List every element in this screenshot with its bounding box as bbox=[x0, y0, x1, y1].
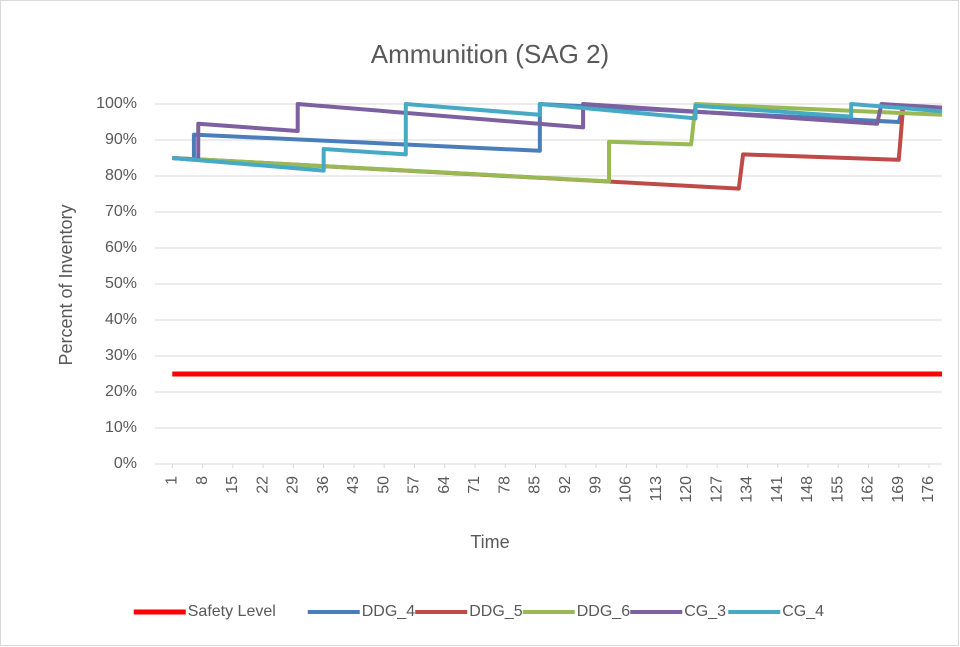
y-tick-label: 30% bbox=[105, 347, 137, 364]
x-tick-label: 92 bbox=[557, 476, 574, 494]
y-tick-label: 70% bbox=[105, 203, 137, 220]
x-tick-label: 29 bbox=[285, 476, 302, 494]
x-tick-label: 57 bbox=[406, 476, 423, 494]
series-line bbox=[172, 102, 943, 173]
x-tick-label: 8 bbox=[194, 476, 211, 485]
x-tick-label: 43 bbox=[345, 476, 362, 494]
x-tick-label: 85 bbox=[527, 476, 544, 494]
legend-label: CG_4 bbox=[782, 603, 824, 620]
x-tick-label: 162 bbox=[860, 476, 877, 503]
y-tick-label: 0% bbox=[114, 455, 137, 472]
x-tick-label: 78 bbox=[496, 476, 513, 494]
y-tick-label: 100% bbox=[96, 95, 137, 112]
series-line bbox=[172, 102, 943, 184]
x-tick-label: 64 bbox=[436, 476, 453, 494]
y-axis-label: Percent of Inventory bbox=[56, 204, 76, 365]
legend-label: DDG_5 bbox=[469, 603, 522, 620]
legend-label: DDG_4 bbox=[362, 603, 415, 620]
x-tick-label: 176 bbox=[920, 476, 937, 503]
series-line bbox=[172, 102, 943, 162]
chart-title: Ammunition (SAG 2) bbox=[371, 39, 609, 69]
x-tick-label: 71 bbox=[466, 476, 483, 494]
x-tick-label: 127 bbox=[708, 476, 725, 503]
x-tick-label: 148 bbox=[799, 476, 816, 503]
x-tick-label: 106 bbox=[618, 476, 635, 503]
legend-label: DDG_6 bbox=[577, 603, 630, 620]
x-tick-label: 169 bbox=[890, 476, 907, 503]
x-tick-label: 113 bbox=[648, 476, 665, 502]
x-tick-label: 22 bbox=[254, 476, 271, 494]
legend-label: Safety Level bbox=[188, 603, 276, 620]
y-tick-label: 20% bbox=[105, 383, 137, 400]
y-tick-label: 90% bbox=[105, 131, 137, 148]
y-tick-label: 80% bbox=[105, 167, 137, 184]
x-tick-label: 1 bbox=[164, 476, 181, 485]
x-tick-label: 99 bbox=[587, 476, 604, 494]
x-tick-label: 50 bbox=[375, 476, 392, 494]
x-tick-label: 141 bbox=[769, 476, 786, 503]
legend-label: CG_3 bbox=[684, 603, 726, 620]
x-axis-label: Time bbox=[470, 532, 509, 552]
y-tick-label: 10% bbox=[105, 419, 137, 436]
x-tick-label: 36 bbox=[315, 476, 332, 494]
y-tick-label: 50% bbox=[105, 275, 137, 292]
x-tick-label: 155 bbox=[829, 476, 846, 503]
x-tick-label: 134 bbox=[739, 476, 756, 503]
y-tick-label: 60% bbox=[105, 239, 137, 256]
y-tick-label: 40% bbox=[105, 311, 137, 328]
x-tick-label: 15 bbox=[224, 476, 241, 494]
x-tick-label: 120 bbox=[678, 476, 695, 503]
